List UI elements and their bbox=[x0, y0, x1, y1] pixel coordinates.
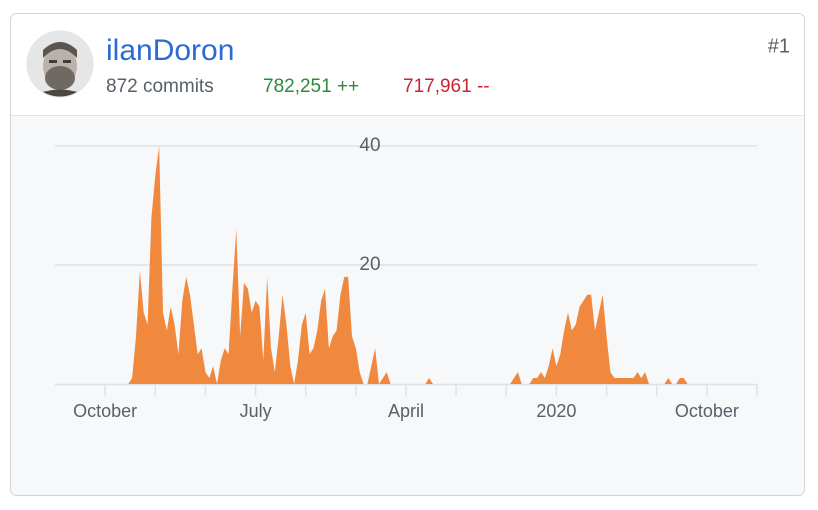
username[interactable]: ilanDoron bbox=[106, 34, 234, 67]
x-tick-label: October bbox=[73, 401, 137, 421]
contribution-area bbox=[55, 146, 754, 384]
card-header bbox=[11, 14, 804, 115]
x-tick-label: October bbox=[675, 401, 739, 421]
avatar-border bbox=[26, 30, 94, 98]
additions: 782,251 ++ bbox=[263, 76, 359, 97]
y-tick-label: 40 bbox=[359, 135, 380, 156]
y-tick-label: 20 bbox=[359, 254, 380, 275]
rank: #1 bbox=[768, 35, 790, 57]
deletions: 717,961 -- bbox=[403, 76, 490, 97]
x-tick-label: April bbox=[388, 401, 424, 421]
x-tick-label: 2020 bbox=[536, 401, 576, 421]
avatar[interactable] bbox=[27, 31, 93, 97]
commit-count: 872 commits bbox=[106, 76, 214, 97]
x-tick-label: July bbox=[240, 401, 272, 421]
